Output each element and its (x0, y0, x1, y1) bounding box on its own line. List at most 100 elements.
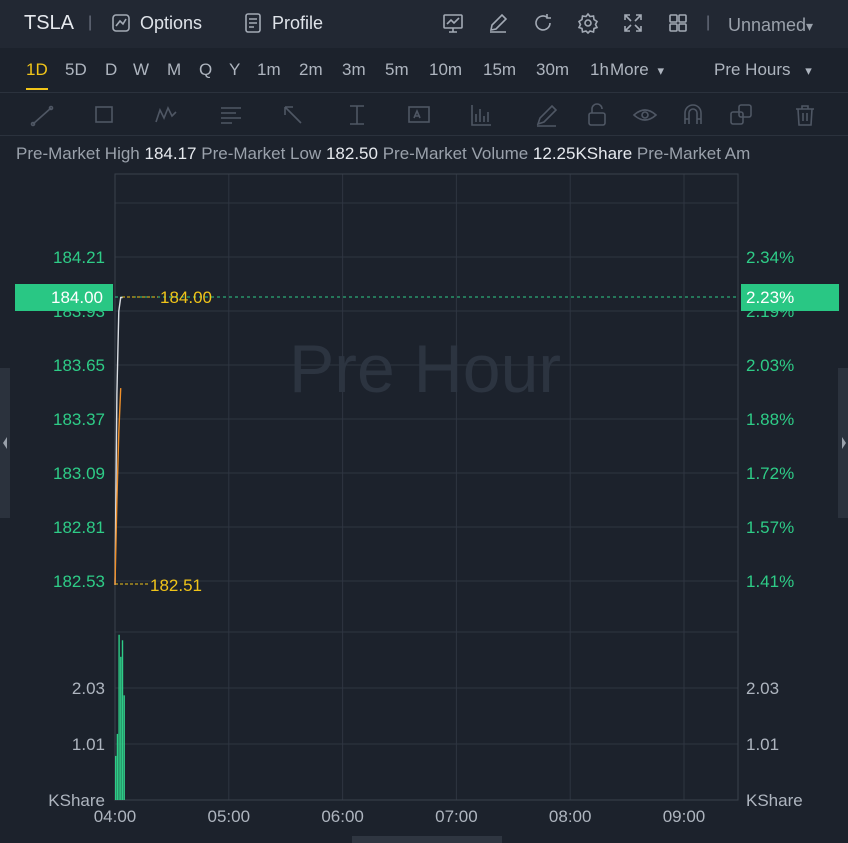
period-1d[interactable]: 1D (26, 60, 48, 90)
chevron-down-icon: ▾ (657, 63, 664, 78)
grid-layout-icon[interactable] (667, 12, 689, 34)
tab-profile-label: Profile (272, 12, 324, 33)
period-1m[interactable]: 1m (257, 60, 281, 79)
trend-line-icon[interactable] (30, 102, 56, 128)
trash-icon[interactable] (792, 102, 818, 128)
price-axis-label: 184.21 (53, 248, 105, 267)
stat-low-value: 182.50 (325, 144, 378, 163)
period-10m[interactable]: 10m (429, 60, 463, 79)
session-selector[interactable]: Pre Hours ▾ (714, 60, 812, 80)
volume-axis-label-right: 2.03 (746, 679, 779, 698)
stat-volume-label: Pre-Market Volume (382, 144, 529, 163)
volume-bar (116, 733, 119, 800)
percent-axis-label: 1.41% (746, 572, 794, 591)
tab-profile[interactable]: Profile (242, 12, 323, 34)
period-bar: 1D 5D D W M Q Y 1m 2m 3m 5m 10m 15m 30m … (0, 48, 848, 92)
stat-amount-label: Pre-Market Am (636, 144, 751, 163)
volume-unit-label-right: KShare (746, 791, 803, 810)
chevron-left-icon (3, 437, 7, 449)
price-axis-label: 183.65 (53, 356, 105, 375)
refresh-icon[interactable] (532, 12, 554, 34)
current-percent-tag (741, 284, 839, 311)
right-panel-handle[interactable] (838, 368, 848, 518)
time-axis-label: 05:00 (208, 807, 251, 826)
price-chart[interactable]: Pre Hour184.21183.93183.65183.37183.0918… (0, 170, 848, 843)
price-axis-label: 183.37 (53, 410, 105, 429)
period-w[interactable]: W (133, 60, 150, 79)
time-axis-label: 06:00 (321, 807, 364, 826)
rectangle-icon[interactable] (92, 102, 118, 128)
low-marker-label: 182.51 (150, 576, 202, 595)
drawing-toolbar (0, 92, 848, 136)
session-label: Pre Hours (714, 60, 791, 79)
period-y[interactable]: Y (229, 60, 241, 79)
layout-name-label: Unnamed (728, 15, 807, 35)
pattern-icon[interactable] (154, 102, 180, 128)
bottom-panel-handle[interactable] (352, 836, 502, 843)
percent-axis-label: 2.03% (746, 356, 794, 375)
time-axis-label: 07:00 (435, 807, 478, 826)
top-bar: TSLA | Options Profile | Unnamed▾ (0, 0, 848, 48)
indicator-chart-icon[interactable] (442, 12, 464, 34)
eye-icon[interactable] (632, 102, 658, 128)
current-price-tag (15, 284, 113, 311)
high-marker-label: 184.00 (160, 288, 212, 307)
measure-icon[interactable] (344, 102, 370, 128)
layout-selector[interactable]: Unnamed▾ (728, 15, 813, 36)
volume-bar (121, 640, 124, 800)
current-price-tag-label: 184.00 (51, 288, 103, 307)
period-5d[interactable]: 5D (65, 60, 87, 79)
brush-icon[interactable] (534, 102, 560, 128)
edit-pen-icon[interactable] (487, 12, 509, 34)
stat-volume-value: 12.25KShare (532, 144, 633, 163)
plot-frame (114, 173, 739, 801)
stat-low-label: Pre-Market Low (201, 144, 322, 163)
volume-bar (120, 656, 122, 800)
chevron-down-icon: ▾ (806, 18, 814, 34)
period-m[interactable]: M (167, 60, 182, 79)
volume-axis-label-right: 1.01 (746, 735, 779, 754)
fib-icon[interactable] (218, 102, 244, 128)
text-note-icon[interactable] (406, 102, 432, 128)
more-periods-dropdown[interactable]: More ▾ (610, 60, 664, 80)
volume-axis-label: 2.03 (72, 679, 105, 698)
chevron-down-icon: ▾ (805, 63, 812, 78)
volume-bar (123, 695, 125, 800)
magnet-icon[interactable] (680, 102, 706, 128)
period-5m[interactable]: 5m (385, 60, 409, 79)
arrow-icon[interactable] (280, 102, 306, 128)
left-panel-handle[interactable] (0, 368, 10, 518)
watermark-text: Pre Hour (289, 331, 561, 407)
tab-options[interactable]: Options (110, 12, 202, 34)
document-icon (242, 12, 264, 34)
period-q[interactable]: Q (199, 60, 213, 79)
period-1h[interactable]: 1h (590, 60, 609, 79)
volume-bar (115, 755, 117, 800)
price-axis-label: 182.81 (53, 518, 105, 537)
fullscreen-icon[interactable] (622, 12, 644, 34)
volume-unit-label: KShare (48, 791, 105, 810)
volume-profile-icon[interactable] (468, 102, 494, 128)
period-2m[interactable]: 2m (299, 60, 323, 79)
chevron-right-icon (842, 437, 846, 449)
pre-market-stats: Pre-Market High 184.17 Pre-Market Low 18… (16, 144, 848, 164)
percent-axis-label: 1.88% (746, 410, 794, 429)
time-axis-label: 08:00 (549, 807, 592, 826)
percent-axis-label: 1.72% (746, 464, 794, 483)
period-3m[interactable]: 3m (342, 60, 366, 79)
ticker-symbol[interactable]: TSLA (24, 12, 75, 34)
price-axis-label: 183.09 (53, 464, 105, 483)
price-series-line (114, 296, 123, 585)
lock-icon[interactable] (584, 102, 610, 128)
settings-gear-icon[interactable] (577, 12, 599, 35)
price-axis-label: 182.53 (53, 572, 105, 591)
stat-high-value: 184.17 (144, 144, 197, 163)
current-percent-tag-label: 2.23% (746, 288, 794, 307)
copy-icon[interactable] (728, 102, 754, 128)
volume-axis-label: 1.01 (72, 735, 105, 754)
volume-bar (118, 634, 120, 800)
average-price-line (114, 388, 122, 585)
period-30m[interactable]: 30m (536, 60, 570, 79)
period-15m[interactable]: 15m (483, 60, 517, 79)
period-d[interactable]: D (105, 60, 118, 79)
